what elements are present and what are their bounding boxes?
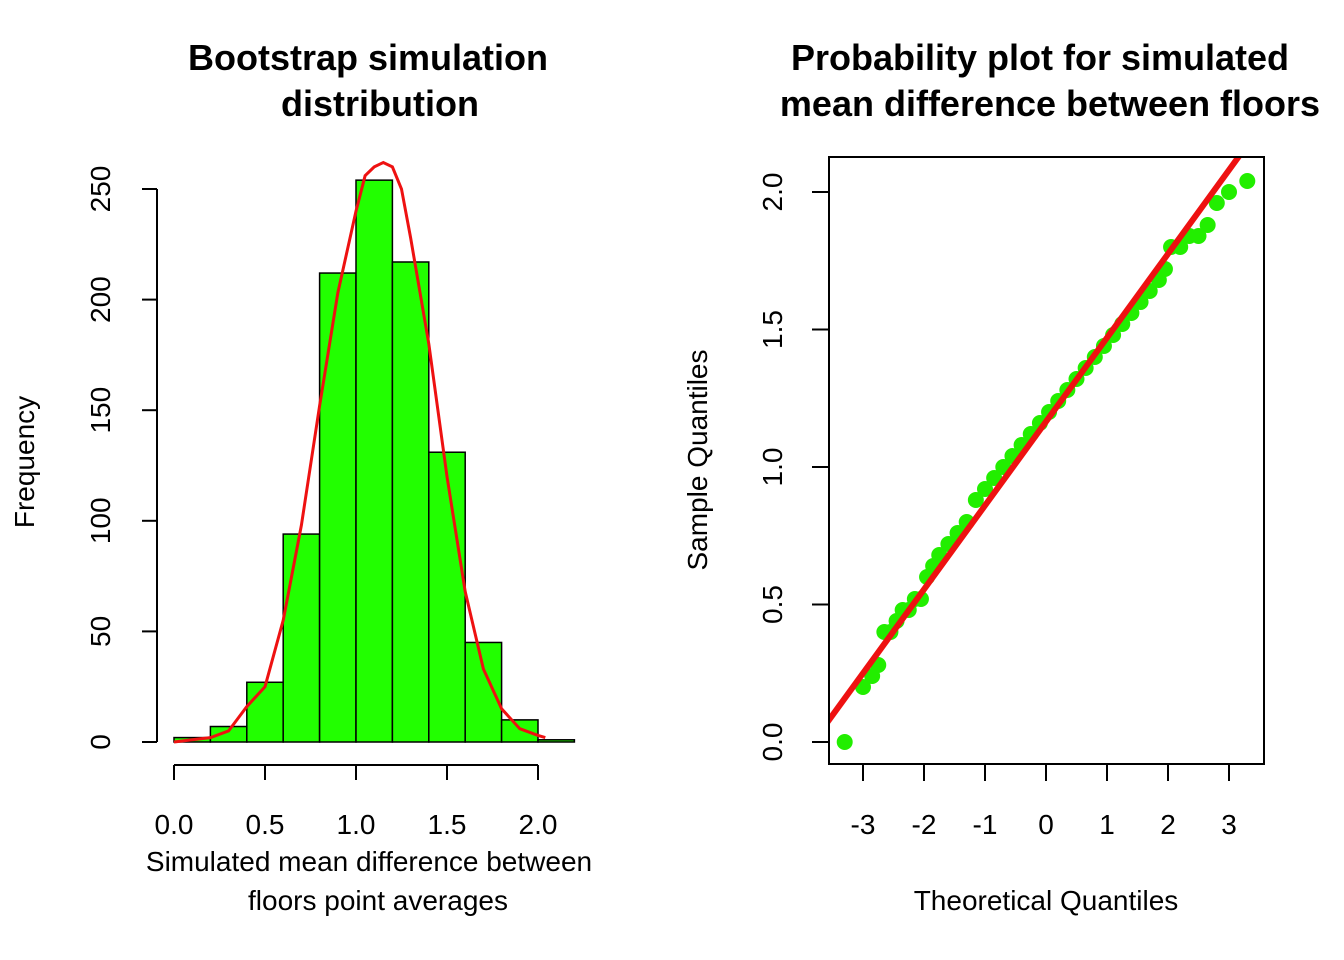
histogram-y-tick-label: 200 bbox=[85, 276, 116, 323]
histogram-bar-4 bbox=[318, 272, 357, 743]
qq-point bbox=[1199, 217, 1216, 233]
density-curve bbox=[173, 160, 546, 744]
qq-x-tick-label: 3 bbox=[1221, 809, 1237, 840]
qq-x-tick-label: -2 bbox=[912, 809, 937, 840]
histogram-bar-9 bbox=[500, 719, 539, 743]
qq-point bbox=[1221, 184, 1237, 200]
histogram-y-tick-label: 0 bbox=[85, 734, 116, 750]
qq-x-tick-label: 1 bbox=[1099, 809, 1115, 840]
qq-title-line-1: Probability plot for simulated bbox=[791, 37, 1289, 78]
histogram-bar-6 bbox=[391, 261, 430, 743]
histogram-x-ticks: 0.0 0.5 1.0 1.5 2.0 bbox=[155, 765, 558, 840]
qq-point bbox=[967, 492, 984, 508]
qq-point bbox=[1190, 228, 1207, 244]
histogram-x-label-line-2: floors point averages bbox=[248, 885, 508, 916]
qq-x-tick-label: -1 bbox=[973, 809, 998, 840]
histogram-x-tick-label: 1.0 bbox=[337, 809, 376, 840]
histogram-title-line-2: distribution bbox=[281, 83, 479, 124]
histogram-bars bbox=[173, 179, 576, 743]
qq-plot-box bbox=[828, 156, 1265, 765]
histogram-y-tick-label: 250 bbox=[85, 166, 116, 213]
histogram-bar-2 bbox=[246, 681, 284, 743]
histogram-y-label: Frequency bbox=[9, 396, 40, 528]
qq-reference-line bbox=[829, 157, 1243, 726]
qq-x-tick-label: 2 bbox=[1160, 809, 1176, 840]
histogram-y-tick-label: 150 bbox=[85, 387, 116, 434]
histogram-title-line-1: Bootstrap simulation bbox=[188, 37, 548, 78]
qq-point bbox=[977, 481, 993, 497]
qq-y-ticks: 0.0 0.5 1.0 1.5 2.0 bbox=[757, 173, 829, 762]
histogram-bar-8 bbox=[464, 641, 503, 743]
histogram-x-label-line-1: Simulated mean difference between bbox=[146, 846, 592, 877]
qq-points bbox=[836, 173, 1256, 750]
qq-point bbox=[986, 470, 1003, 486]
histogram-x-tick-label: 2.0 bbox=[519, 809, 558, 840]
histogram-panel: Bootstrap simulation distribution 0.0 0.5… bbox=[9, 37, 592, 916]
histogram-y-ticks: 0 50 100 150 200 250 bbox=[85, 166, 157, 750]
qq-y-tick-label: 0.0 bbox=[757, 723, 788, 762]
histogram-x-tick-label: 0.0 bbox=[155, 809, 194, 840]
histogram-bar-3 bbox=[282, 533, 321, 743]
histogram-bar-5 bbox=[355, 179, 394, 743]
qq-x-label: Theoretical Quantiles bbox=[914, 885, 1179, 916]
histogram-bar-10 bbox=[537, 739, 576, 743]
histogram-y-tick-label: 50 bbox=[85, 616, 116, 647]
qq-y-tick-label: 2.0 bbox=[757, 173, 788, 212]
qq-y-tick-label: 1.0 bbox=[757, 448, 788, 487]
histogram-y-tick-label: 100 bbox=[85, 497, 116, 544]
qq-panel: Probability plot for simulated mean diff… bbox=[682, 37, 1320, 916]
qq-y-tick-label: 0.5 bbox=[757, 585, 788, 624]
qq-y-tick-label: 1.5 bbox=[757, 310, 788, 349]
qq-x-ticks: -3 -2 -1 0 1 2 3 bbox=[851, 764, 1237, 840]
qq-y-label: Sample Quantiles bbox=[682, 349, 713, 570]
qq-point bbox=[836, 734, 853, 750]
qq-point bbox=[1208, 195, 1225, 211]
qq-point bbox=[1239, 173, 1256, 189]
histogram-x-tick-label: 0.5 bbox=[246, 809, 285, 840]
histogram-bar-7 bbox=[428, 451, 466, 743]
qq-title-line-2: mean difference between floors bbox=[780, 83, 1320, 124]
qq-x-tick-label: 0 bbox=[1038, 809, 1054, 840]
histogram-x-tick-label: 1.5 bbox=[428, 809, 467, 840]
qq-x-tick-label: -3 bbox=[851, 809, 876, 840]
